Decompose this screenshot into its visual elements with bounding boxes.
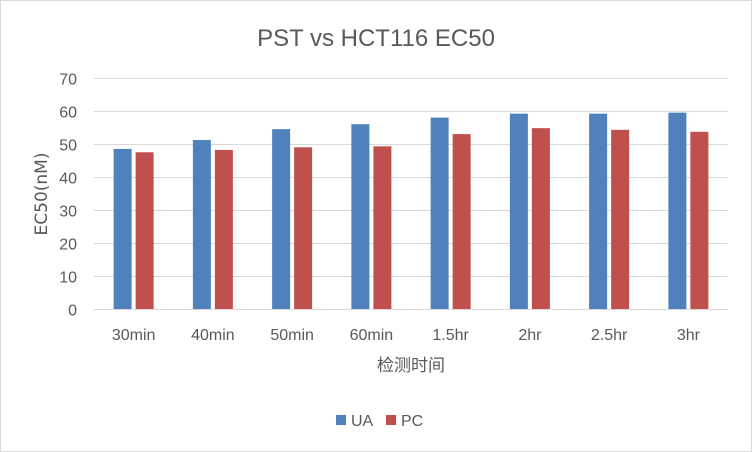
x-tick-label: 30min	[112, 327, 156, 344]
legend-label: PC	[401, 413, 423, 430]
bar-pc-3hr	[690, 131, 709, 309]
bar-pc-30min	[135, 152, 154, 309]
x-tick-label: 40min	[191, 327, 235, 344]
chart-title: PST vs HCT116 EC50	[257, 25, 495, 52]
bar-pc-2.5hr	[611, 129, 630, 309]
bar-pc-60min	[373, 146, 392, 309]
bar-pc-40min	[214, 149, 233, 309]
x-tick-label: 60min	[350, 327, 394, 344]
x-axis-ticks: 30min 40min 50min 60min 1.5hr 2hr 2.5hr 3hr	[112, 327, 701, 344]
bar-pc-2hr	[531, 128, 550, 309]
y-tick-label: 50	[59, 138, 77, 155]
y-tick-label: 10	[59, 270, 77, 287]
y-tick-label: 60	[59, 105, 77, 122]
legend-swatch	[386, 415, 396, 425]
x-tick-label: 2.5hr	[591, 327, 628, 344]
legend-item-pc: PC	[386, 413, 423, 430]
bar-ua-60min	[351, 124, 370, 309]
bar-ua-1.5hr	[430, 117, 449, 309]
bar-ua-2hr	[509, 113, 528, 309]
x-tick-label: 50min	[270, 327, 314, 344]
y-tick-label: 0	[68, 303, 77, 320]
y-tick-label: 40	[59, 171, 77, 188]
bars	[113, 112, 709, 310]
legend-label: UA	[351, 413, 374, 430]
y-tick-label: 30	[59, 204, 77, 221]
y-tick-label: 70	[59, 72, 77, 89]
bar-ua-40min	[192, 140, 211, 309]
x-tick-label: 2hr	[518, 327, 542, 344]
bar-ua-30min	[113, 148, 132, 309]
y-axis-title: EC50(nM)	[32, 153, 52, 236]
bar-pc-1.5hr	[452, 134, 471, 309]
legend: UA PC	[336, 413, 423, 430]
x-tick-label: 3hr	[677, 327, 701, 344]
x-axis-title: 检测时间	[377, 356, 445, 376]
bar-ua-3hr	[668, 112, 687, 310]
gridlines	[94, 78, 728, 310]
x-tick-label: 1.5hr	[432, 327, 469, 344]
y-axis-ticks: 0 10 20 30 40 50 60 70	[59, 72, 77, 320]
bar-ua-2.5hr	[589, 113, 608, 309]
legend-swatch	[336, 415, 346, 425]
legend-item-ua: UA	[336, 413, 374, 430]
bar-pc-50min	[294, 147, 313, 309]
bar-ua-50min	[272, 129, 291, 309]
y-tick-label: 20	[59, 237, 77, 254]
